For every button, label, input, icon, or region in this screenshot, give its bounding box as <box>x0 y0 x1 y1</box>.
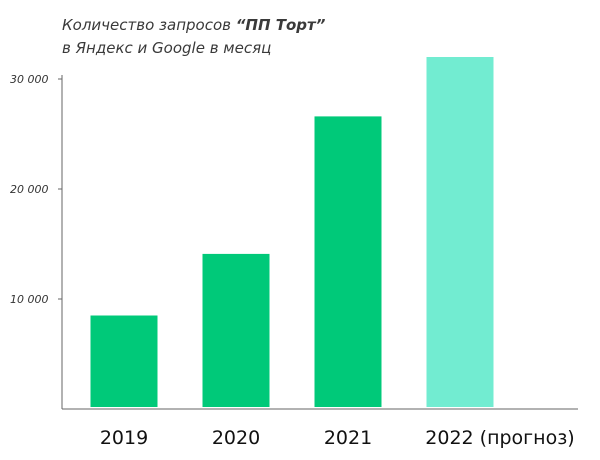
chart-title: Количество запросов “ПП Торт” в Яндекс и… <box>62 14 582 60</box>
x-category-label: 2021 <box>324 427 372 449</box>
title-prefix: Количество запросов <box>62 16 236 34</box>
bar-2020 <box>202 253 270 407</box>
x-category-label: 2022 (прогноз) <box>425 427 574 449</box>
y-tick-label: 20 000 <box>10 183 49 196</box>
title-brand: “ПП Торт” <box>235 16 326 34</box>
x-category-label: 2020 <box>212 427 260 449</box>
bar-2019 <box>90 315 158 407</box>
x-category-label: 2019 <box>100 427 148 449</box>
bar-2021 <box>314 116 382 408</box>
y-tick-label: 30 000 <box>10 73 49 86</box>
y-tick-label: 10 000 <box>10 293 49 306</box>
bar-2022 <box>426 57 494 407</box>
title-line-2: в Яндекс и Google в месяц <box>62 39 272 57</box>
